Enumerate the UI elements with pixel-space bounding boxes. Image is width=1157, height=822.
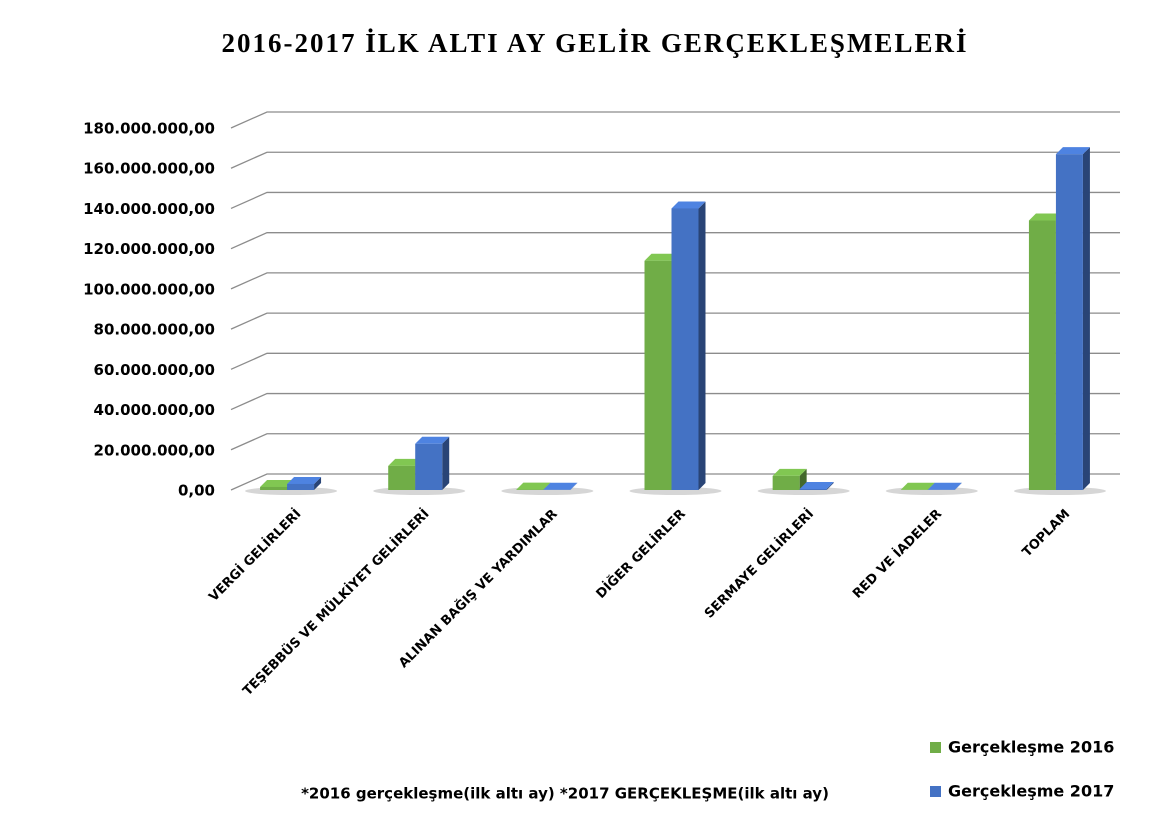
bar [415,443,443,490]
legend-swatch [930,786,941,797]
bar-top [772,468,807,476]
bar-top [415,436,450,444]
grid-line [230,272,1120,290]
grid-line [230,312,1120,330]
bar-side [954,482,962,490]
bar-top [671,201,706,209]
bar-top [287,476,322,484]
footnote: *2016 gerçekleşme(ilk altı ay) *2017 GER… [301,785,829,803]
bar [1028,220,1056,490]
legend-label: Gerçekleşme 2017 [948,782,1114,801]
grid-line [230,151,1120,169]
bar-top [388,458,423,466]
bar [260,486,288,490]
bar-top [799,481,834,489]
grid-line [230,191,1120,210]
bar [799,488,827,490]
chart-title: 2016-2017 İLK ALTI AY GELİR GERÇEKLEŞMEL… [222,28,969,58]
bar-top [644,253,679,261]
bar-side [570,482,578,490]
y-tick-label: 40.000.000,00 [94,401,215,419]
legend-swatch [930,742,941,753]
bar-side [826,481,834,490]
bar [671,208,699,490]
bar-top [543,482,578,490]
y-tick-label: 60.000.000,00 [94,361,215,379]
legend-label: Gerçekleşme 2016 [948,738,1114,757]
bar-top [927,482,962,490]
y-tick-label: 180.000.000,00 [83,120,215,138]
bar [287,483,315,490]
grid-line [230,111,1120,129]
y-tick-label: 80.000.000,00 [94,321,215,339]
bar-top [1055,147,1090,155]
bar-side [1082,147,1090,490]
grid-line [230,433,1120,451]
bar-top [260,479,295,487]
bar-top [900,482,935,490]
y-tick-label: 0,00 [178,482,215,500]
bar [1055,154,1083,490]
y-tick-label: 160.000.000,00 [83,160,215,178]
y-tick-label: 20.000.000,00 [94,441,215,459]
y-tick-label: 140.000.000,00 [83,200,215,218]
bar [772,475,800,490]
bar [644,260,672,490]
bar-side [698,201,706,490]
grid-line [230,392,1120,411]
bar-side [314,476,322,490]
y-tick-label: 100.000.000,00 [83,280,215,298]
y-tick-label: 120.000.000,00 [83,240,215,258]
grid-line [230,473,1120,491]
bar [388,465,416,490]
bar-top [1028,213,1063,221]
bar-side [442,436,450,490]
grid-line [230,352,1120,370]
grid-line [230,232,1120,250]
bar-top [516,482,551,490]
